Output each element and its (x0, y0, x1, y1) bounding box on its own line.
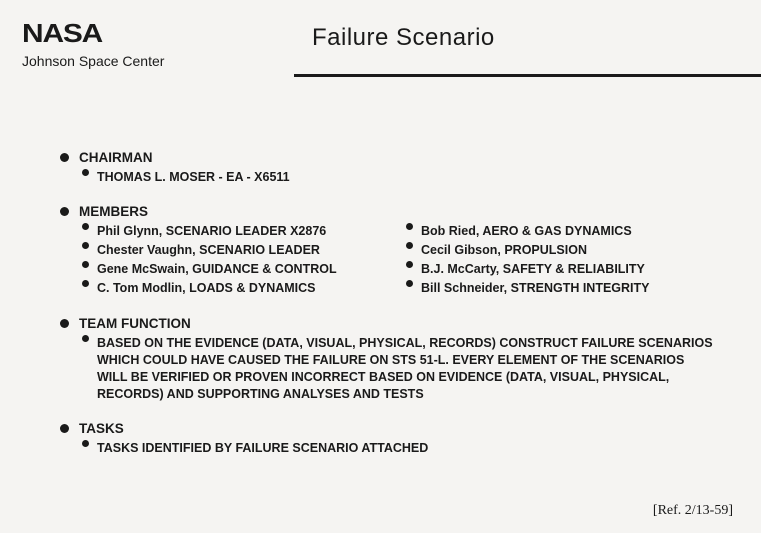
list-item: BASED ON THE EVIDENCE (DATA, VISUAL, PHY… (60, 335, 739, 403)
bullet-icon (82, 169, 89, 176)
item-text: Bob Ried, AERO & GAS DYNAMICS (421, 223, 684, 240)
heading-label: MEMBERS (79, 204, 148, 219)
item-text: TASKS IDENTIFIED BY FAILURE SCENARIO ATT… (97, 440, 739, 457)
item-text: Cecil Gibson, PROPULSION (421, 242, 684, 259)
reference-label: [Ref. 2/13-59] (653, 503, 733, 519)
item-text: BASED ON THE EVIDENCE (DATA, VISUAL, PHY… (97, 335, 717, 403)
list-item: Cecil Gibson, PROPULSION (384, 242, 684, 259)
item-text: Bill Schneider, STRENGTH INTEGRITY (421, 280, 684, 297)
bullet-icon (82, 280, 89, 287)
nasa-logo: NASA (22, 18, 102, 49)
bullet-icon (82, 261, 89, 268)
list-item: THOMAS L. MOSER - EA - X6511 (60, 169, 739, 186)
members-col-left: Phil Glynn, SCENARIO LEADER X2876 Cheste… (60, 223, 360, 299)
item-text: B.J. McCarty, SAFETY & RELIABILITY (421, 261, 684, 278)
list-item: Bill Schneider, STRENGTH INTEGRITY (384, 280, 684, 297)
item-text: C. Tom Modlin, LOADS & DYNAMICS (97, 280, 360, 297)
heading-label: TASKS (79, 421, 124, 436)
section-tasks: TASKS TASKS IDENTIFIED BY FAILURE SCENAR… (60, 421, 739, 457)
content: CHAIRMAN THOMAS L. MOSER - EA - X6511 ME… (22, 150, 739, 457)
logo-block: NASA Johnson Space Center (22, 18, 164, 69)
section-heading: CHAIRMAN (60, 150, 739, 165)
section-chairman: CHAIRMAN THOMAS L. MOSER - EA - X6511 (60, 150, 739, 186)
page-title: Failure Scenario (312, 24, 495, 52)
section-heading: MEMBERS (60, 204, 739, 219)
section-team-function: TEAM FUNCTION BASED ON THE EVIDENCE (DAT… (60, 316, 739, 403)
section-members: MEMBERS Phil Glynn, SCENARIO LEADER X287… (60, 204, 739, 299)
bullet-icon (406, 261, 413, 268)
item-text: Chester Vaughn, SCENARIO LEADER (97, 242, 360, 259)
bullet-icon (406, 223, 413, 230)
item-text: Gene McSwain, GUIDANCE & CONTROL (97, 261, 360, 278)
bullet-icon (82, 242, 89, 249)
heading-label: TEAM FUNCTION (79, 316, 191, 331)
bullet-icon (60, 424, 69, 433)
bullet-icon (82, 223, 89, 230)
bullet-icon (406, 242, 413, 249)
list-item: Bob Ried, AERO & GAS DYNAMICS (384, 223, 684, 240)
list-item: B.J. McCarty, SAFETY & RELIABILITY (384, 261, 684, 278)
list-item: TASKS IDENTIFIED BY FAILURE SCENARIO ATT… (60, 440, 739, 457)
bullet-icon (406, 280, 413, 287)
bullet-icon (60, 207, 69, 216)
list-item: Phil Glynn, SCENARIO LEADER X2876 (60, 223, 360, 240)
list-item: C. Tom Modlin, LOADS & DYNAMICS (60, 280, 360, 297)
center-name: Johnson Space Center (22, 53, 164, 69)
members-grid: Phil Glynn, SCENARIO LEADER X2876 Cheste… (60, 223, 739, 299)
section-heading: TASKS (60, 421, 739, 436)
page-header: NASA Johnson Space Center Failure Scenar… (22, 18, 739, 90)
item-text: Phil Glynn, SCENARIO LEADER X2876 (97, 223, 360, 240)
bullet-icon (60, 319, 69, 328)
bullet-icon (82, 335, 89, 342)
item-text: THOMAS L. MOSER - EA - X6511 (97, 169, 739, 186)
bullet-icon (60, 153, 69, 162)
list-item: Gene McSwain, GUIDANCE & CONTROL (60, 261, 360, 278)
bullet-icon (82, 440, 89, 447)
members-col-right: Bob Ried, AERO & GAS DYNAMICS Cecil Gibs… (384, 223, 684, 299)
section-heading: TEAM FUNCTION (60, 316, 739, 331)
header-rule (294, 74, 761, 77)
list-item: Chester Vaughn, SCENARIO LEADER (60, 242, 360, 259)
heading-label: CHAIRMAN (79, 150, 153, 165)
